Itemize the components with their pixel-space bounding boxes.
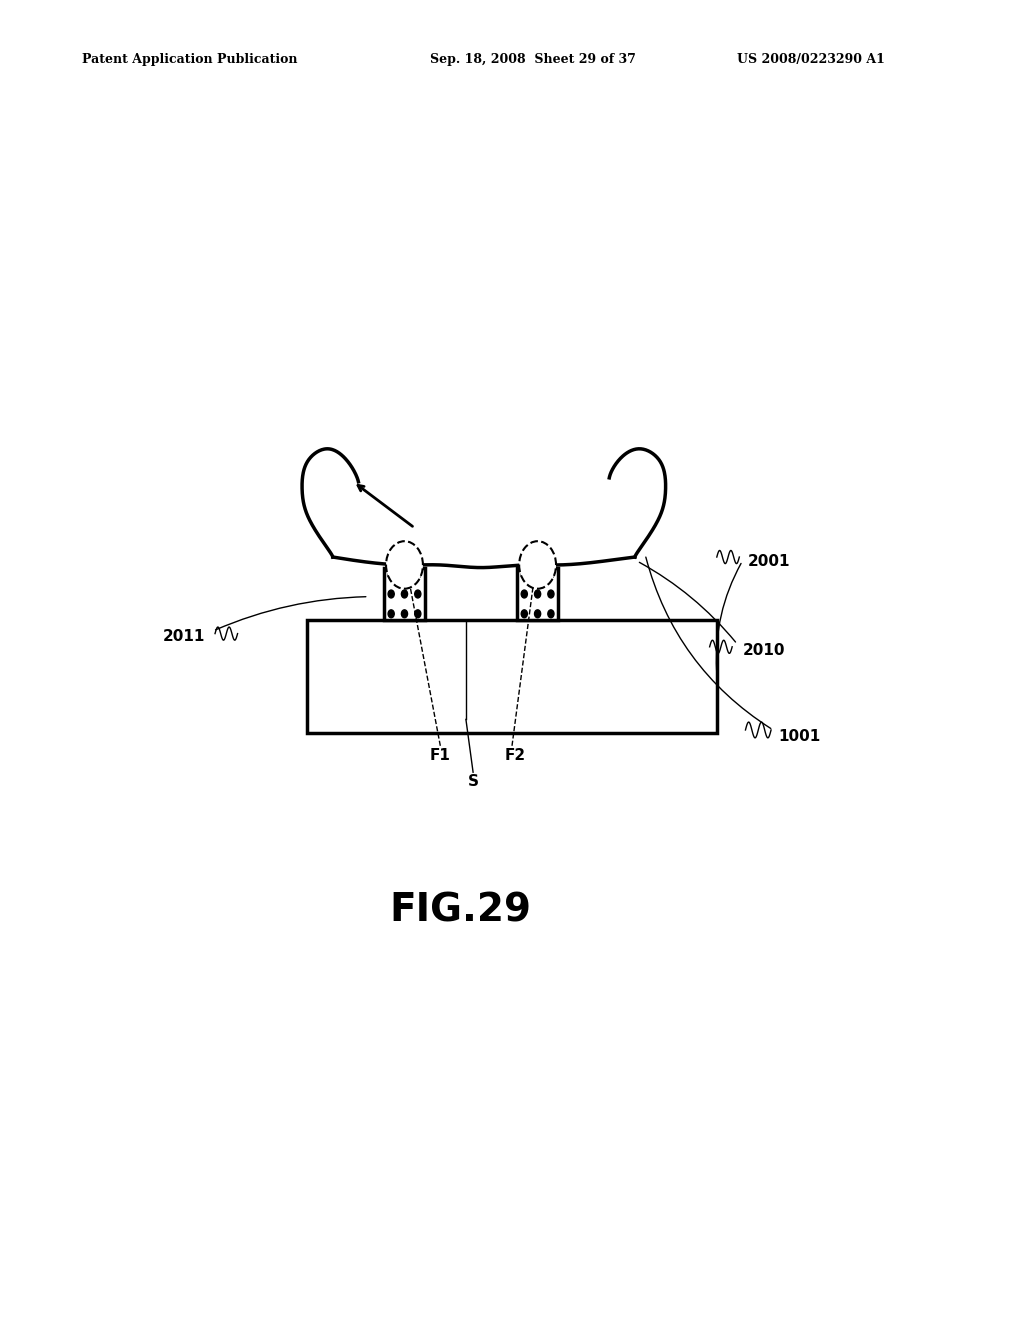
Bar	[307, 620, 717, 733]
Circle shape	[535, 590, 541, 598]
Text: FIG.29: FIG.29	[390, 892, 531, 929]
Text: S: S	[468, 774, 478, 789]
Text: 2010: 2010	[742, 643, 785, 659]
Circle shape	[401, 570, 408, 578]
Circle shape	[548, 610, 554, 618]
Circle shape	[519, 541, 556, 589]
Circle shape	[388, 610, 394, 618]
Circle shape	[415, 590, 421, 598]
Text: Sep. 18, 2008  Sheet 29 of 37: Sep. 18, 2008 Sheet 29 of 37	[430, 53, 636, 66]
Circle shape	[388, 590, 394, 598]
Circle shape	[401, 610, 408, 618]
Circle shape	[521, 590, 527, 598]
Circle shape	[535, 610, 541, 618]
Text: 2001: 2001	[748, 553, 791, 569]
Circle shape	[548, 570, 554, 578]
Circle shape	[535, 570, 541, 578]
Circle shape	[388, 570, 394, 578]
Circle shape	[521, 610, 527, 618]
Text: US 2008/0223290 A1: US 2008/0223290 A1	[737, 53, 885, 66]
Text: F2: F2	[505, 747, 525, 763]
Text: 1001: 1001	[778, 729, 820, 744]
Circle shape	[415, 610, 421, 618]
Circle shape	[521, 570, 527, 578]
Text: 2011: 2011	[163, 628, 205, 644]
Circle shape	[415, 570, 421, 578]
Text: Patent Application Publication: Patent Application Publication	[82, 53, 297, 66]
Circle shape	[548, 590, 554, 598]
Text: F1: F1	[430, 747, 451, 763]
Bar	[517, 568, 558, 620]
Circle shape	[401, 590, 408, 598]
Circle shape	[386, 541, 423, 589]
Bar	[384, 568, 425, 620]
